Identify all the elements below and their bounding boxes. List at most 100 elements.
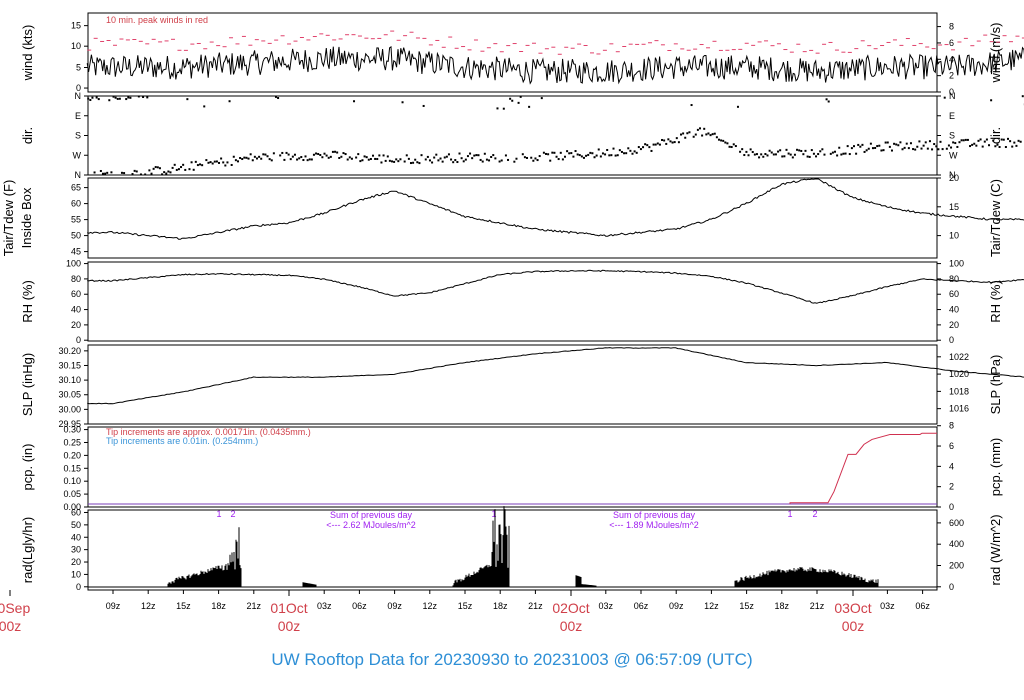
dir-point — [293, 153, 296, 156]
dir-point — [483, 152, 486, 155]
dir-point — [211, 162, 214, 165]
dir-point — [578, 154, 581, 157]
dir-point — [148, 169, 151, 172]
dir-left-tick-label: S — [75, 131, 81, 141]
dir-right-tick-label: E — [949, 111, 955, 121]
temp-left-tick-label: 50 — [71, 231, 81, 241]
dir-point — [137, 95, 140, 98]
rh-left-tick-label: 60 — [71, 289, 81, 299]
rad-right-tick-label: 400 — [949, 539, 964, 549]
temp-left-axis-title: Tair/Tdew (F) — [1, 180, 16, 257]
dir-point — [874, 146, 877, 149]
dir-point — [450, 158, 453, 161]
dir-point — [800, 149, 803, 152]
rad-left-axis-title: rad(Lgly/hr) — [20, 517, 35, 583]
dir-point — [703, 127, 706, 130]
dir-point — [1009, 140, 1012, 143]
dir-point — [245, 156, 248, 159]
rad-note-2-line1: Sum of previous day — [613, 510, 696, 520]
temp-frame — [87, 177, 938, 259]
dir-point — [232, 155, 235, 158]
dir-point — [941, 148, 944, 151]
hour-tick-label: 03z — [317, 601, 332, 611]
dir-point — [642, 146, 645, 149]
dir-point — [190, 161, 193, 164]
dir-point — [707, 132, 710, 135]
dir-point — [827, 100, 830, 103]
dir-point — [1004, 146, 1007, 149]
dir-point — [928, 140, 931, 143]
dir-point — [447, 153, 450, 156]
dir-point — [186, 98, 189, 101]
dir-point — [222, 161, 225, 164]
dir-point — [372, 154, 375, 157]
dir-point — [789, 153, 792, 156]
panel-rh: 0 20 40 60 80 100 0 20 40 60 80 100 RH (%) RH (%) — [20, 259, 1024, 345]
dir-point — [829, 152, 832, 155]
dir-point — [981, 145, 984, 148]
dir-point — [867, 147, 870, 150]
dir-point — [656, 142, 659, 145]
dir-point — [922, 144, 925, 147]
pcp-left-tick-label: 0.05 — [63, 489, 81, 499]
dir-point — [563, 155, 566, 158]
dir-point — [424, 158, 427, 161]
pcp-right-axis-title: pcp. (mm) — [988, 438, 1003, 497]
dir-point — [547, 153, 550, 156]
wind-peak-note: 10 min. peak winds in red — [106, 15, 208, 25]
dir-point — [538, 155, 541, 158]
slp-right-tick-label: 1022 — [949, 352, 969, 362]
dir-right-axis-title: dir. — [988, 127, 1003, 144]
dir-point — [277, 97, 280, 100]
dir-point — [648, 146, 651, 149]
dir-point — [184, 168, 187, 171]
dir-point — [114, 96, 117, 99]
dir-point — [806, 155, 809, 158]
dir-point — [677, 141, 680, 144]
slp-frame — [87, 344, 938, 425]
dir-point — [403, 160, 406, 163]
pcp-note-tip: Tip increments are 0.01in. (0.254mm.) — [106, 436, 258, 446]
dir-point — [574, 150, 577, 153]
dir-point — [494, 157, 497, 160]
dir-point — [701, 134, 704, 137]
dir-point — [969, 145, 972, 148]
dir-point — [146, 96, 149, 99]
dir-point — [412, 161, 415, 164]
dir-point — [135, 170, 138, 173]
dir-point — [353, 100, 356, 103]
dir-point — [876, 145, 879, 148]
dir-point — [741, 148, 744, 151]
dir-point — [798, 149, 801, 152]
dir-point — [878, 144, 881, 147]
dir-point — [165, 172, 168, 175]
pcp-left-tick-label: 0.30 — [63, 425, 81, 435]
rad-bars — [167, 506, 879, 587]
dir-point — [599, 155, 602, 158]
dir-point — [762, 155, 765, 158]
dir-point — [711, 133, 714, 136]
dir-point — [171, 166, 174, 169]
dir-point — [323, 152, 326, 155]
dir-point — [551, 151, 554, 154]
dir-point — [667, 138, 670, 141]
dir-point — [755, 153, 758, 156]
dir-point — [492, 154, 495, 157]
dir-point — [437, 159, 440, 162]
dir-point — [871, 147, 874, 150]
dir-point — [793, 153, 796, 156]
dir-point — [260, 157, 263, 160]
dir-point — [663, 139, 666, 142]
pcp-right-tick-label: 6 — [949, 441, 954, 451]
dir-point — [169, 171, 172, 174]
dir-point — [281, 151, 284, 154]
dir-point — [454, 159, 457, 162]
dir-point — [382, 154, 385, 157]
dir-point — [342, 152, 345, 155]
dir-point — [188, 168, 191, 171]
dir-point — [1017, 139, 1020, 142]
dir-point — [422, 104, 425, 107]
rh-right-axis-title: RH (%) — [988, 280, 1003, 323]
dir-point — [95, 96, 98, 99]
dir-point — [321, 156, 324, 159]
